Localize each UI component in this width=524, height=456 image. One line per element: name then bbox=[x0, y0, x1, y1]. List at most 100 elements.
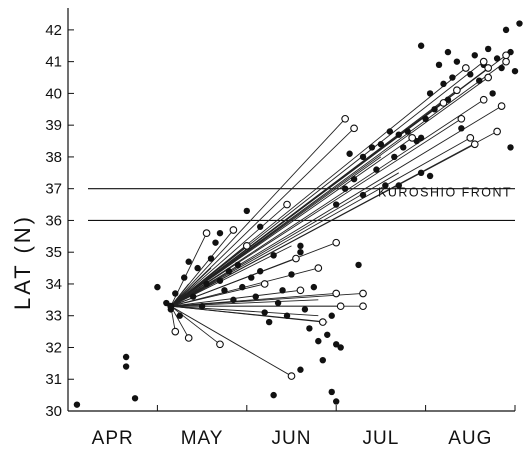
track-line bbox=[170, 156, 382, 307]
filled-point bbox=[189, 293, 197, 300]
filled-point bbox=[373, 166, 380, 173]
filled-point bbox=[395, 182, 402, 189]
open-point bbox=[484, 64, 493, 72]
filled-point bbox=[261, 309, 268, 316]
filled-point bbox=[283, 312, 291, 319]
filled-point bbox=[265, 318, 273, 326]
filled-point bbox=[458, 125, 465, 132]
filled-point bbox=[207, 255, 215, 262]
kuroshio-front-label: KUROSHIO FRONT bbox=[378, 185, 512, 199]
open-point bbox=[332, 238, 341, 247]
filled-point bbox=[297, 242, 304, 250]
track-segments bbox=[170, 54, 507, 377]
y-axis-title: LAT (N) bbox=[10, 214, 35, 310]
track-line bbox=[170, 305, 328, 323]
filled-point bbox=[417, 42, 425, 49]
filled-point bbox=[431, 106, 438, 113]
filled-point bbox=[216, 229, 224, 237]
x-tick-label: JUN bbox=[272, 428, 312, 449]
open-point bbox=[408, 134, 417, 142]
plot-lines bbox=[67, 8, 515, 412]
filled-point bbox=[319, 356, 326, 364]
filled-point bbox=[341, 185, 349, 192]
open-point bbox=[336, 302, 345, 311]
open-point bbox=[283, 200, 291, 209]
track-line bbox=[170, 274, 221, 307]
open-point bbox=[171, 327, 180, 336]
filled-point bbox=[333, 341, 340, 348]
filled-point bbox=[386, 128, 394, 135]
track-line bbox=[170, 61, 484, 307]
filled-point bbox=[511, 67, 519, 75]
filled-point bbox=[476, 77, 483, 84]
filled-point bbox=[471, 52, 478, 59]
track-line bbox=[170, 305, 190, 339]
open-point bbox=[350, 124, 358, 133]
filled-point bbox=[239, 283, 246, 291]
track-line bbox=[170, 267, 212, 307]
filled-point bbox=[243, 207, 250, 215]
open-point bbox=[287, 372, 296, 380]
filled-point bbox=[502, 26, 510, 34]
filled-point bbox=[122, 353, 130, 361]
filled-point bbox=[337, 344, 344, 351]
y-tick-label: 34 bbox=[45, 276, 62, 293]
filled-point bbox=[350, 175, 358, 183]
filled-point bbox=[435, 61, 443, 69]
y-tick-label: 40 bbox=[45, 85, 62, 102]
filled-point bbox=[359, 191, 367, 199]
filled-point bbox=[221, 287, 228, 294]
filled-point bbox=[328, 312, 335, 319]
open-point bbox=[341, 114, 349, 123]
open-point bbox=[493, 127, 501, 136]
filled-point bbox=[297, 366, 304, 373]
open-point bbox=[296, 286, 305, 295]
filled-point bbox=[131, 395, 139, 402]
filled-point bbox=[230, 296, 237, 304]
filled-point bbox=[328, 388, 335, 396]
filled-point bbox=[198, 302, 206, 310]
filled-point bbox=[453, 58, 461, 65]
filled-point bbox=[333, 398, 340, 405]
open-point bbox=[466, 134, 475, 142]
x-axis-ticks: APR MAY JUN JUL AUG bbox=[67, 405, 516, 449]
y-axis-ticks: 30 31 32 33 34 35 36 37 38 39 40 41 42 bbox=[45, 22, 74, 420]
y-tick-label: 33 bbox=[45, 308, 62, 325]
track-line bbox=[170, 128, 355, 307]
track-line bbox=[170, 299, 319, 307]
track-line bbox=[170, 305, 292, 377]
filled-point bbox=[449, 74, 456, 81]
x-tick-label: JUL bbox=[363, 428, 400, 449]
filled-point bbox=[194, 264, 201, 272]
y-tick-label: 38 bbox=[45, 149, 62, 166]
y-tick-label: 37 bbox=[45, 181, 62, 198]
filled-point bbox=[493, 55, 501, 62]
filled-point bbox=[333, 201, 340, 208]
filled-point bbox=[73, 401, 81, 408]
open-point bbox=[439, 99, 448, 107]
filled-point bbox=[467, 71, 474, 78]
filled-point bbox=[279, 287, 286, 294]
filled-point bbox=[422, 115, 429, 123]
open-point bbox=[229, 226, 238, 234]
filled-point bbox=[377, 141, 385, 148]
open-point bbox=[216, 340, 224, 349]
filled-point bbox=[257, 223, 264, 230]
filled-point bbox=[154, 283, 161, 291]
filled-point bbox=[270, 252, 277, 259]
track-line bbox=[170, 118, 346, 307]
open-point bbox=[461, 64, 470, 72]
y-tick-label: 31 bbox=[45, 371, 62, 388]
filled-point bbox=[368, 144, 376, 151]
open-point bbox=[457, 114, 466, 123]
y-tick-label: 36 bbox=[45, 212, 62, 229]
filled-point bbox=[359, 153, 367, 161]
filled-point bbox=[306, 325, 313, 332]
open-point bbox=[479, 95, 488, 104]
filled-point bbox=[324, 331, 331, 338]
open-point bbox=[184, 334, 193, 342]
open-point bbox=[502, 57, 510, 66]
filled-point bbox=[203, 280, 210, 288]
filled-point bbox=[355, 261, 362, 269]
